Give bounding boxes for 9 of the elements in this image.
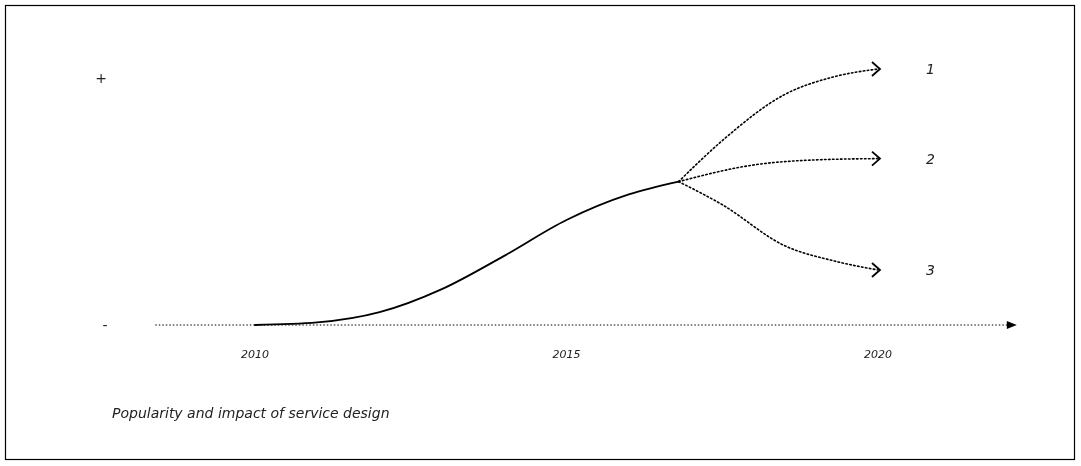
text: Popularity and impact of service design <box>112 405 390 421</box>
text: 2 <box>925 150 935 167</box>
x-tick-label: 2010 <box>240 348 269 361</box>
x-tick-label: 2015 <box>552 348 581 361</box>
text: - <box>102 317 108 333</box>
text: 3 <box>925 261 935 278</box>
x-tick-label: 2020 <box>863 348 892 361</box>
text: + <box>95 70 107 86</box>
text: 1 <box>925 61 935 77</box>
